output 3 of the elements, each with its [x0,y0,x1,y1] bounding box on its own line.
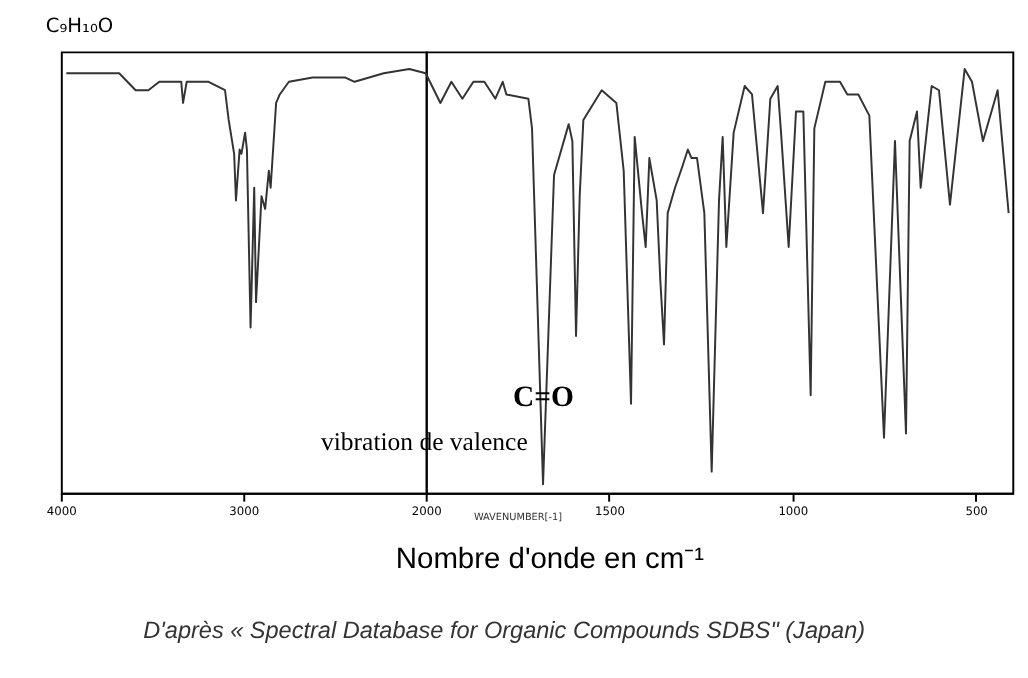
chart-title: C₉H₁₀O [45,15,114,38]
text: D'après « Spectral Database for Organic Compounds SDBS" (Japan) [143,617,866,644]
x-axis-title: Nombre d'onde en cm⁻¹ [395,544,705,577]
